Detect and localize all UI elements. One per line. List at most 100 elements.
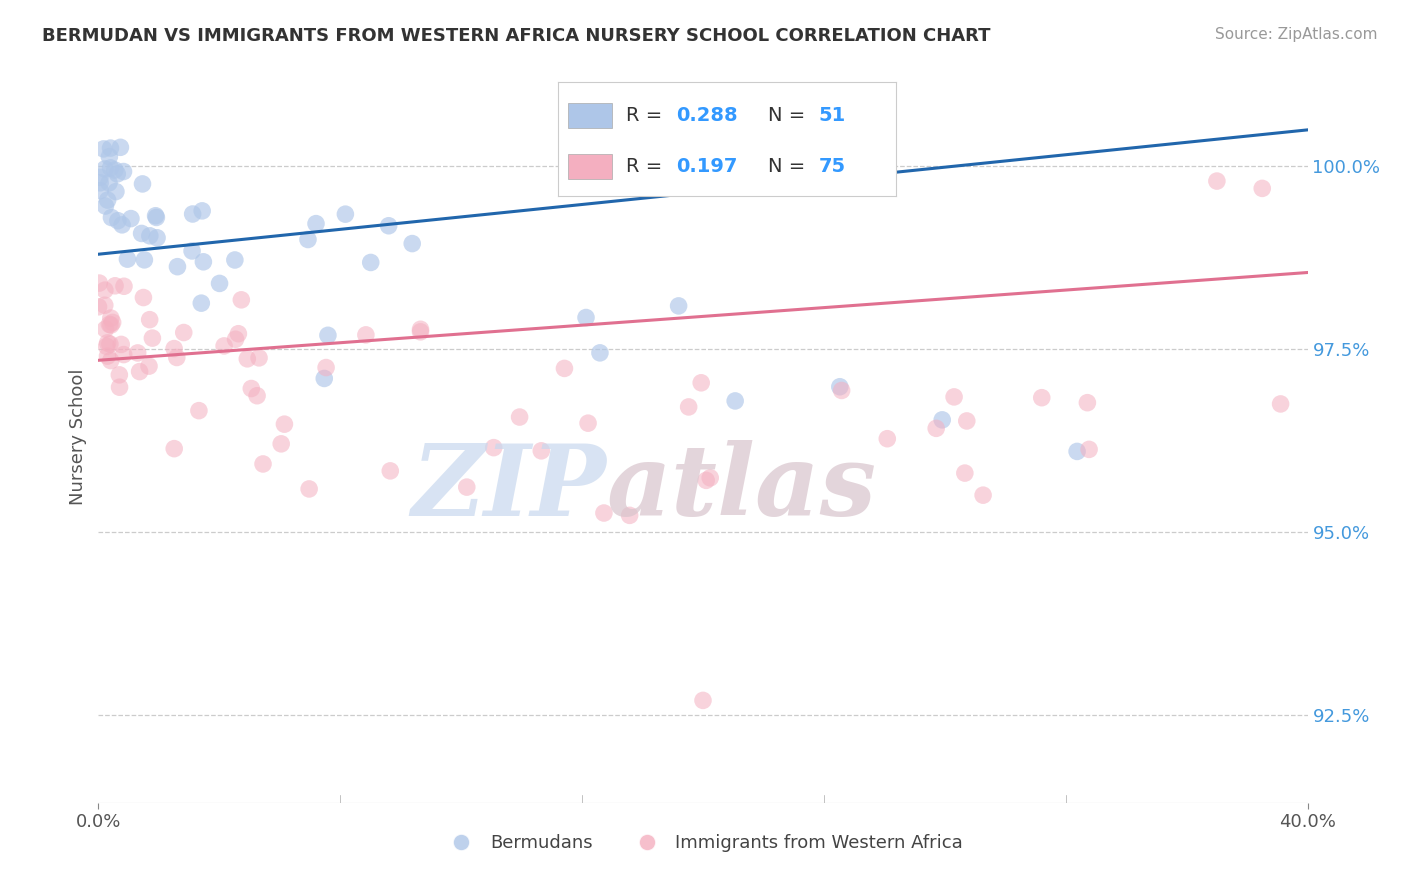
Y-axis label: Nursery School: Nursery School [69, 368, 87, 506]
Point [98, 318, 121, 332]
Point [163, 342, 186, 356]
Point [131, 177, 153, 191]
Point [187, 403, 209, 417]
Point [575, 310, 598, 325]
Point [831, 384, 853, 398]
Point [111, 218, 134, 232]
Point [553, 361, 575, 376]
Point [225, 332, 247, 346]
Point [314, 371, 336, 385]
Point [576, 416, 599, 430]
Point [828, 380, 851, 394]
Point [482, 441, 505, 455]
Point [297, 233, 319, 247]
Point [212, 339, 235, 353]
Point [173, 326, 195, 340]
Point [273, 417, 295, 432]
Point [972, 488, 994, 502]
Point [1078, 442, 1101, 457]
Point [1066, 444, 1088, 458]
Point [956, 414, 979, 428]
Point [335, 207, 357, 221]
Point [181, 207, 204, 221]
Point [953, 466, 976, 480]
Point [97, 193, 120, 207]
Point [456, 480, 478, 494]
Point [127, 346, 149, 360]
Point [316, 328, 339, 343]
Point [145, 209, 167, 223]
Text: Source: ZipAtlas.com: Source: ZipAtlas.com [1215, 27, 1378, 42]
Point [100, 141, 122, 155]
Point [146, 231, 169, 245]
Point [166, 351, 188, 365]
Point [98, 150, 121, 164]
Point [98, 337, 121, 351]
Point [104, 163, 127, 178]
Point [236, 351, 259, 366]
Point [101, 315, 124, 329]
Point [134, 252, 156, 267]
Point [409, 322, 432, 336]
Point [509, 410, 531, 425]
Point [94, 199, 117, 213]
Point [354, 327, 377, 342]
Point [191, 203, 214, 218]
Point [247, 351, 270, 365]
Point [128, 365, 150, 379]
Point [112, 164, 135, 178]
Point [692, 693, 714, 707]
Point [305, 217, 328, 231]
Point [107, 213, 129, 227]
Point [132, 291, 155, 305]
Point [98, 176, 121, 190]
Point [139, 228, 162, 243]
Point [100, 318, 122, 332]
Point [105, 167, 128, 181]
Point [208, 277, 231, 291]
Point [166, 260, 188, 274]
Point [110, 337, 132, 351]
Point [94, 322, 117, 336]
Point [224, 252, 246, 267]
Point [530, 443, 553, 458]
Point [668, 299, 690, 313]
Point [94, 283, 117, 297]
Point [94, 298, 117, 312]
Point [100, 353, 122, 368]
Point [131, 227, 153, 241]
Point [100, 211, 122, 225]
Point [401, 236, 423, 251]
Point [409, 325, 432, 339]
Point [1031, 391, 1053, 405]
Point [943, 390, 966, 404]
Point [89, 170, 111, 185]
Point [228, 326, 250, 341]
Point [145, 211, 167, 225]
Point [876, 432, 898, 446]
Point [695, 474, 717, 488]
Point [1206, 174, 1229, 188]
Point [190, 296, 212, 310]
Point [298, 482, 321, 496]
Point [89, 276, 111, 290]
Point [240, 382, 263, 396]
Point [89, 184, 111, 198]
Point [141, 331, 163, 345]
Point [89, 176, 111, 190]
Point [112, 279, 135, 293]
Point [97, 335, 120, 350]
Point [619, 508, 641, 523]
Text: ZIP: ZIP [412, 440, 606, 536]
Point [593, 506, 616, 520]
Point [87, 300, 110, 314]
Point [120, 211, 142, 226]
Point [1076, 395, 1098, 409]
Point [252, 457, 274, 471]
Point [94, 161, 117, 176]
Point [724, 393, 747, 408]
Point [138, 359, 160, 373]
Text: atlas: atlas [606, 440, 876, 536]
Point [96, 339, 118, 353]
Point [112, 347, 135, 361]
